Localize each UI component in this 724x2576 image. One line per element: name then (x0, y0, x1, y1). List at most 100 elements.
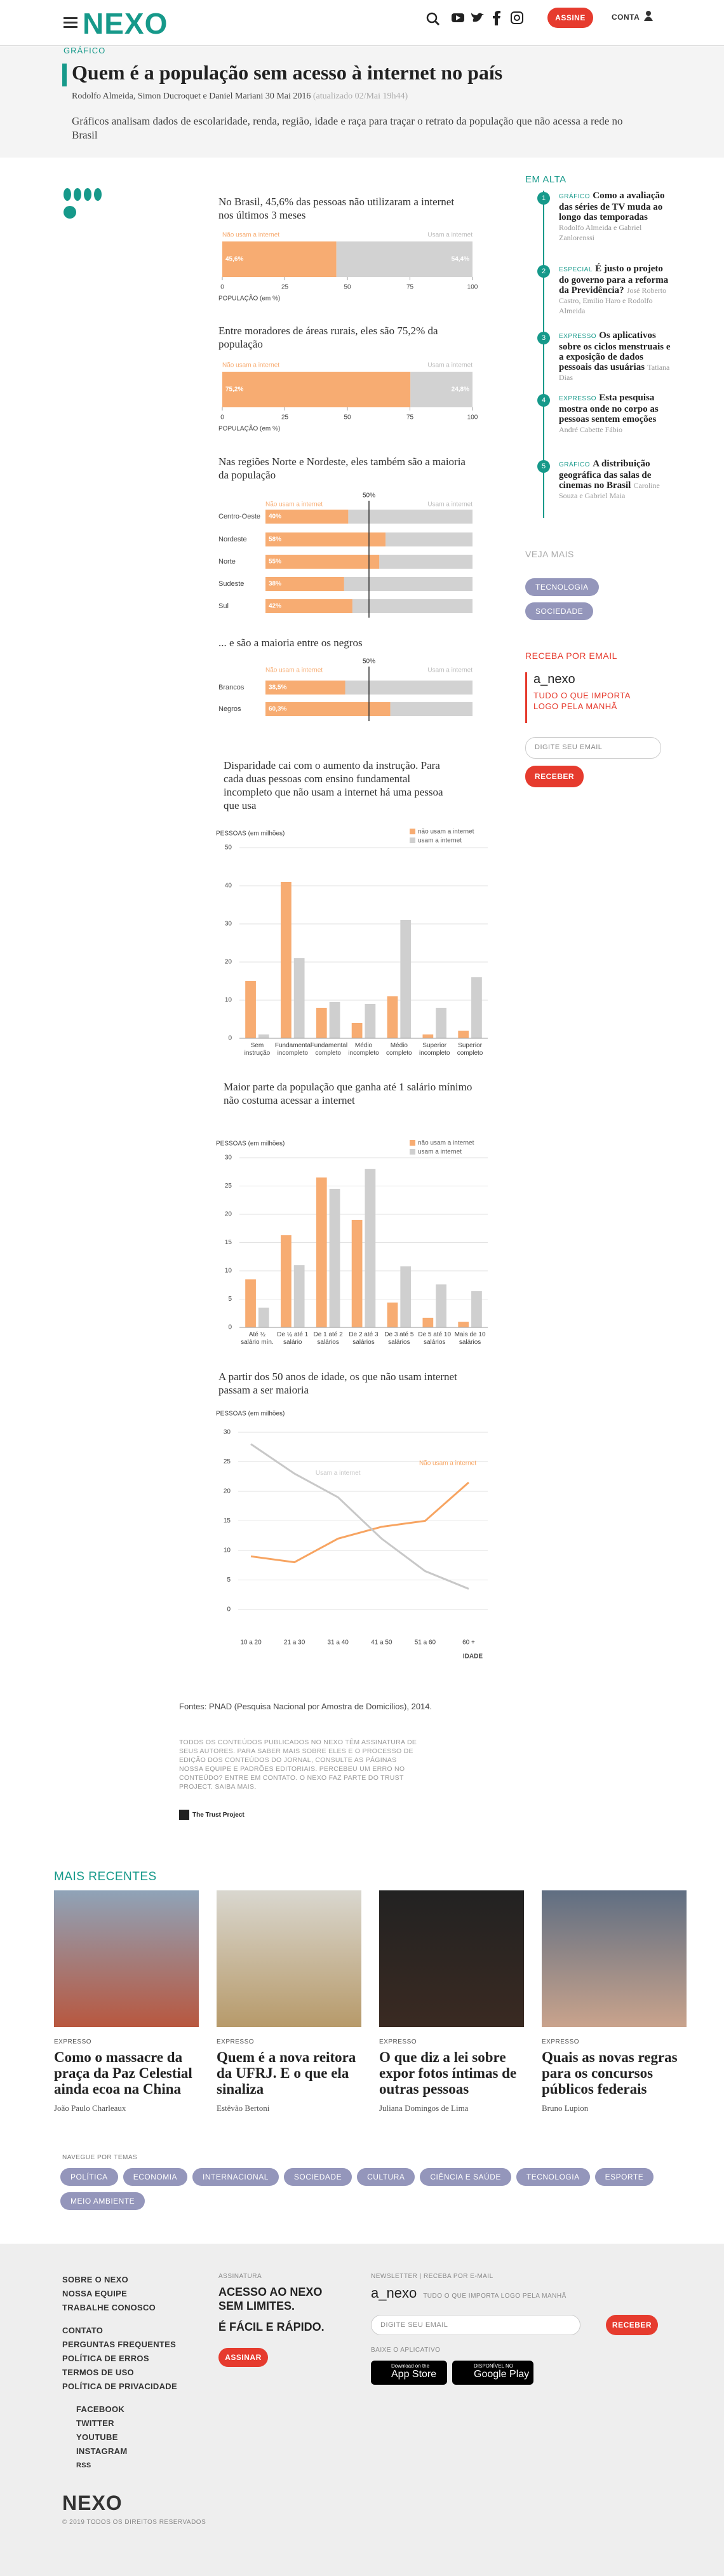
footer-link[interactable]: CONTATO (62, 2326, 104, 2335)
topic[interactable]: CIÊNCIA E SAÚDE (420, 2168, 511, 2186)
chart-svg: 0 10 20 30 40 50 PESSOAS (em milhões) não usam … (216, 829, 488, 1042)
subscription-sub: É FÁCIL E RÁPIDO. (218, 2321, 325, 2333)
recent-item[interactable]: EXPRESSO O que diz a lei sobre expor foto… (379, 1890, 524, 2113)
topic[interactable]: TECNOLOGIA (516, 2168, 590, 2186)
x-axis-label: POPULAÇÃO (em %) (218, 294, 280, 302)
footer-logo: NEXO (62, 2491, 123, 2514)
trend-item[interactable]: EXPRESSO Os aplicativos sobre os ciclos … (559, 330, 673, 383)
bar (436, 1008, 446, 1038)
recent-item[interactable]: EXPRESSO Quem é a nova reitora da UFRJ. E… (217, 1890, 361, 2113)
bar (245, 1279, 256, 1327)
recent-item[interactable]: EXPRESSO Quais as novas regras para os co… (542, 1890, 687, 2113)
x-tick-label: Até ½ salário mín. (241, 1331, 274, 1346)
tag[interactable]: SOCIEDADE (525, 602, 594, 620)
newsletter-name: a_nexo (371, 2285, 417, 2301)
menu-icon[interactable] (62, 14, 79, 31)
account-link[interactable]: CONTA (612, 13, 640, 22)
trust-project[interactable]: The Trust Project (179, 1810, 245, 1820)
chart-title: Disparidade cai com o aumento da instruç… (224, 759, 443, 811)
category-label: Negros (218, 705, 241, 713)
google-play-badge[interactable]: DISPONÍVEL NO Google Play (452, 2361, 533, 2385)
social-link[interactable]: RSS (76, 2462, 91, 2469)
share-whatsapp[interactable] (64, 206, 76, 219)
footer-link[interactable]: NOSSA EQUIPE (62, 2289, 128, 2298)
footer-link[interactable]: PERGUNTAS FREQUENTES (62, 2340, 177, 2349)
chart-svg: Não usam a internet Usam a internet Branco… (218, 658, 473, 721)
bar (336, 241, 473, 277)
y-tick-label: 30 (225, 921, 232, 928)
trend-item[interactable]: EXPRESSO Esta pesquisa mostra onde no co… (559, 393, 673, 435)
trend-item[interactable]: GRÁFICO A distribuição geográfica das sa… (559, 459, 673, 501)
chart: 0 5 10 15 20 25 30 PESSOAS (em milhões) não usam… (216, 1137, 495, 1357)
recent-tag: EXPRESSO (379, 2038, 417, 2045)
social-icons[interactable] (422, 9, 530, 28)
topic[interactable]: ESPORTE (594, 2168, 654, 2186)
reference-label: 50% (363, 492, 375, 499)
y-tick-label: 0 (227, 1606, 231, 1613)
share-linkedin[interactable] (94, 188, 102, 201)
trend-item[interactable]: GRÁFICO Como a avaliação das séries de T… (559, 191, 673, 243)
newsletter-button[interactable]: RECEBER (606, 2315, 658, 2335)
value-label: 54,4% (452, 256, 469, 263)
legend-label: Não usam a internet (222, 232, 279, 239)
legend-label: não usam a internet (418, 829, 474, 836)
trend-tag: ESPECIAL (559, 266, 593, 273)
recent-image (542, 1890, 687, 2027)
topic[interactable]: MEIO AMBIENTE (60, 2192, 145, 2210)
chart-svg: Não usam a internet Usam a internet 45,6% 5… (218, 232, 478, 302)
footer (0, 2244, 724, 2576)
y-tick-label: 50 (225, 844, 232, 851)
x-tick-label: 60 + (462, 1639, 475, 1646)
recent-item[interactable]: EXPRESSO Como o massacre da praça da Paz … (54, 1890, 199, 2113)
email-input[interactable]: DIGITE SEU EMAIL (371, 2315, 580, 2335)
x-tick-label: 10 a 20 (240, 1639, 262, 1646)
y-axis-label: PESSOAS (em milhões) (216, 830, 285, 837)
tag[interactable]: TECNOLOGIA (525, 578, 599, 596)
x-tick-label: 51 a 60 (415, 1639, 436, 1646)
share-facebook[interactable] (64, 188, 71, 201)
app-store-badge[interactable]: Download on the App Store (371, 2361, 447, 2385)
social-link[interactable]: INSTAGRAM (76, 2446, 128, 2456)
chart: Não usam a internet Usam a internet 75,2% 2… (218, 359, 479, 442)
social-link[interactable]: YOUTUBE (76, 2432, 118, 2442)
footer-link[interactable]: TERMOS DE USO (62, 2368, 134, 2377)
trend-item[interactable]: ESPECIAL É justo o projeto do governo pa… (559, 264, 673, 316)
footer-link[interactable]: POLÍTICA DE ERROS (62, 2354, 149, 2363)
chart-svg: 0 5 10 15 20 25 30 PESSOAS (em milhões) 10 a 20 2… (216, 1411, 488, 1660)
byline: Rodolfo Almeida, Simon Ducroquet e Danie… (72, 92, 408, 102)
footer-link[interactable]: TRABALHE CONOSCO (62, 2303, 156, 2312)
newsletter-button[interactable]: RECEBER (525, 766, 584, 787)
share-twitter[interactable] (74, 188, 81, 201)
topic[interactable]: CULTURA (357, 2168, 415, 2186)
topic[interactable]: ECONOMIA (123, 2168, 188, 2186)
trend-authors: Tatiana Dias (559, 363, 670, 382)
chart-title: No Brasil, 45,6% das pessoas não utiliza… (218, 196, 455, 221)
trend-rank: 5 (537, 460, 550, 473)
legend-label: usam a internet (418, 837, 462, 844)
value-label: 45,6% (225, 256, 243, 263)
chart-title: Nas regiões Norte e Nordeste, eles també… (218, 456, 466, 481)
footer-link[interactable]: SOBRE O NEXO (62, 2275, 129, 2284)
email-input[interactable]: DIGITE SEU EMAIL (525, 737, 661, 759)
value-label: 38% (269, 581, 281, 588)
share-email[interactable] (84, 188, 91, 201)
topic[interactable]: POLÍTICA (60, 2168, 118, 2186)
recent-tag: EXPRESSO (542, 2038, 580, 2045)
legend-swatch (410, 1140, 415, 1146)
trend-authors: José Roberto Castro, Emilio Haro e Rodol… (559, 286, 667, 315)
topic[interactable]: INTERNACIONAL (192, 2168, 279, 2186)
subscribe-button[interactable]: ASSINE (547, 8, 593, 28)
social-link[interactable]: FACEBOOK (76, 2404, 125, 2414)
account-icon[interactable] (643, 10, 654, 22)
category-label: Centro-Oeste (218, 513, 260, 520)
y-tick-label: 10 (225, 997, 232, 1004)
subscription-button[interactable]: ASSINAR (218, 2348, 268, 2367)
footer-link[interactable]: POLÍTICA DE PRIVACIDADE (62, 2382, 177, 2391)
y-tick-label: 10 (224, 1547, 231, 1554)
x-axis-label: POPULAÇÃO (em %) (218, 424, 280, 433)
recent-title: O que diz a lei sobre expor fotos íntima… (379, 2049, 517, 2097)
social-link[interactable]: TWITTER (76, 2418, 114, 2428)
topic[interactable]: SOCIEDADE (283, 2168, 352, 2186)
bar (348, 510, 473, 524)
logo[interactable]: NEXO (83, 7, 168, 40)
